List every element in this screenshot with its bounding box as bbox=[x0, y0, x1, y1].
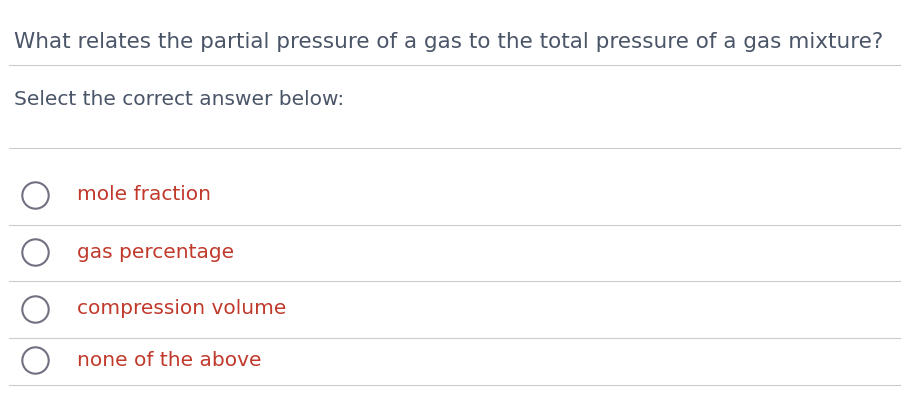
Text: Select the correct answer below:: Select the correct answer below: bbox=[14, 90, 345, 109]
Text: gas percentage: gas percentage bbox=[77, 242, 235, 261]
Text: none of the above: none of the above bbox=[77, 351, 262, 369]
Text: What relates the partial pressure of a gas to the total pressure of a gas mixtur: What relates the partial pressure of a g… bbox=[14, 32, 884, 52]
Text: mole fraction: mole fraction bbox=[77, 185, 211, 204]
Text: compression volume: compression volume bbox=[77, 299, 286, 318]
